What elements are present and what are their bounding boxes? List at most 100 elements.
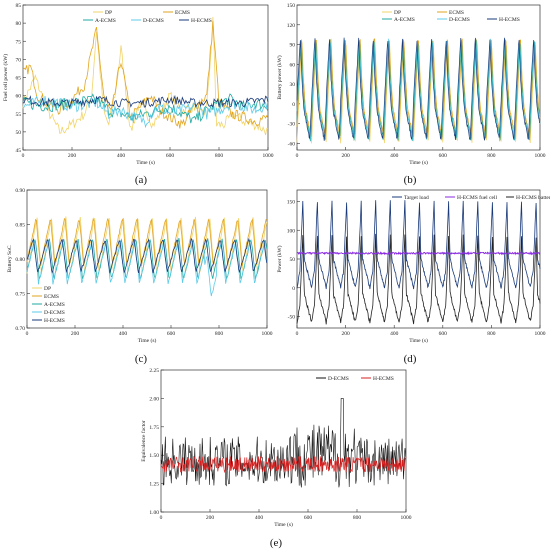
x-tick-label: 600 (304, 515, 313, 521)
x-tick-label: 1000 (263, 153, 274, 159)
x-tick-label: 1000 (401, 515, 412, 521)
x-tick-label: 600 (439, 331, 448, 337)
y-tick-label: 0.90 (15, 188, 25, 194)
series-line-d-ecms (26, 240, 268, 297)
legend-label: DP (44, 286, 51, 292)
x-axis-label: Time (s) (138, 337, 157, 344)
y-tick-label: 150 (287, 3, 296, 9)
x-tick-label: 0 (26, 331, 29, 337)
x-tick-label: 1000 (535, 153, 546, 159)
y-tick-label: 2.00 (149, 396, 159, 402)
caption-e: (e) (270, 537, 283, 549)
series-line-h-ecms (296, 37, 541, 141)
y-tick-label: 120 (287, 23, 296, 29)
y-tick-label: 0 (292, 102, 295, 108)
y-tick-label: 70 (16, 57, 22, 63)
x-tick-label: 200 (206, 515, 215, 521)
x-tick-label: 0 (296, 153, 299, 159)
legend-label: D-ECMS (143, 18, 164, 24)
x-tick-label: 600 (167, 331, 176, 337)
legend-label: D-ECMS (44, 310, 65, 316)
x-tick-label: 0 (296, 331, 299, 337)
legend-label: ECMS (44, 294, 59, 300)
y-tick-label: 0.70 (15, 326, 25, 332)
legend-label: D-ECMS (449, 17, 470, 23)
x-tick-label: 1000 (535, 331, 546, 337)
y-tick-label: 30 (290, 82, 296, 88)
x-tick-label: 200 (341, 331, 350, 337)
y-tick-label: 1.25 (149, 482, 159, 488)
y-tick-label: 1.75 (149, 425, 159, 431)
x-axis-label: Time (s) (409, 159, 428, 166)
caption-b: (b) (404, 174, 417, 186)
legend-label: DP (105, 10, 112, 16)
y-tick-label: 2.25 (149, 368, 159, 374)
series-line-dp (26, 216, 268, 275)
y-tick-label: 50 (16, 130, 22, 136)
series-line-d-ecms (22, 95, 269, 129)
x-tick-label: 800 (487, 331, 496, 337)
x-tick-label: 400 (390, 153, 399, 159)
y-tick-label: 90 (290, 43, 296, 49)
y-tick-label: 1.00 (149, 510, 159, 516)
y-tick-label: 1.50 (149, 453, 159, 459)
legend-label: ECMS (175, 10, 190, 16)
y-tick-label: -30 (288, 122, 296, 128)
y-tick-label: 55 (16, 112, 22, 118)
series-line-target-load (296, 200, 541, 290)
caption-c: (c) (135, 353, 148, 365)
legend-label: H-ECMS (44, 318, 65, 324)
y-tick-label: 100 (287, 228, 296, 234)
legend-label: H-ECMS (191, 18, 212, 24)
x-tick-label: 1000 (262, 331, 273, 337)
y-tick-label: 85 (16, 3, 22, 9)
legend-label: H-ECMS (373, 376, 394, 382)
y-tick-label: -60 (288, 141, 296, 147)
x-tick-label: 800 (353, 515, 362, 521)
y-tick-label: 65 (16, 76, 22, 82)
x-tick-label: 800 (487, 153, 496, 159)
legend-label: A-ECMS (394, 17, 415, 23)
y-tick-label: 75 (16, 39, 22, 45)
y-tick-label: 0 (292, 286, 295, 292)
legend-label: H-ECMS battery (516, 195, 550, 201)
x-tick-label: 200 (68, 153, 77, 159)
x-tick-label: 600 (166, 153, 175, 159)
x-tick-label: 800 (215, 331, 224, 337)
x-axis-label: Time (s) (274, 521, 293, 528)
legend-label: DP (394, 10, 401, 16)
y-tick-label: 0.75 (15, 292, 25, 298)
x-tick-label: 800 (215, 153, 224, 159)
series-line-d-ecms (160, 398, 407, 488)
x-tick-label: 0 (22, 153, 25, 159)
x-tick-label: 400 (119, 331, 128, 337)
y-tick-label: 60 (290, 62, 296, 68)
legend-label: Target load (404, 195, 429, 201)
legend-label: A-ECMS (44, 302, 65, 308)
legend-label: D-ECMS (328, 376, 349, 382)
x-axis-label: Time (s) (409, 337, 428, 344)
series-line-h-ecms (23, 94, 269, 109)
y-axis-label: Power (kW) (276, 245, 283, 272)
y-axis-label: Equivalence factor (140, 420, 147, 462)
y-axis-label: Fuel cell power (kW) (2, 54, 9, 101)
x-tick-label: 400 (390, 331, 399, 337)
y-tick-label: 80 (16, 21, 22, 27)
legend-label: H-ECMS fuel cell (457, 194, 497, 201)
series-line-h-ecms-battery (296, 233, 541, 325)
y-tick-label: -50 (288, 315, 296, 321)
series-line-ecms (26, 217, 267, 266)
x-tick-label: 400 (255, 515, 264, 521)
y-tick-label: 0.85 (15, 223, 25, 229)
series-line-d-ecms (296, 38, 541, 142)
y-tick-label: 60 (16, 94, 22, 100)
y-axis-label: Battery power (kW) (276, 55, 283, 99)
y-axis-label: Battery SoC (7, 245, 13, 272)
series-line-h-ecms (160, 455, 407, 474)
legend-label: H-ECMS (499, 17, 520, 23)
y-tick-label: 150 (287, 200, 296, 206)
x-tick-label: 200 (341, 153, 350, 159)
x-axis-label: Time (s) (136, 159, 155, 166)
x-tick-label: 0 (160, 515, 163, 521)
